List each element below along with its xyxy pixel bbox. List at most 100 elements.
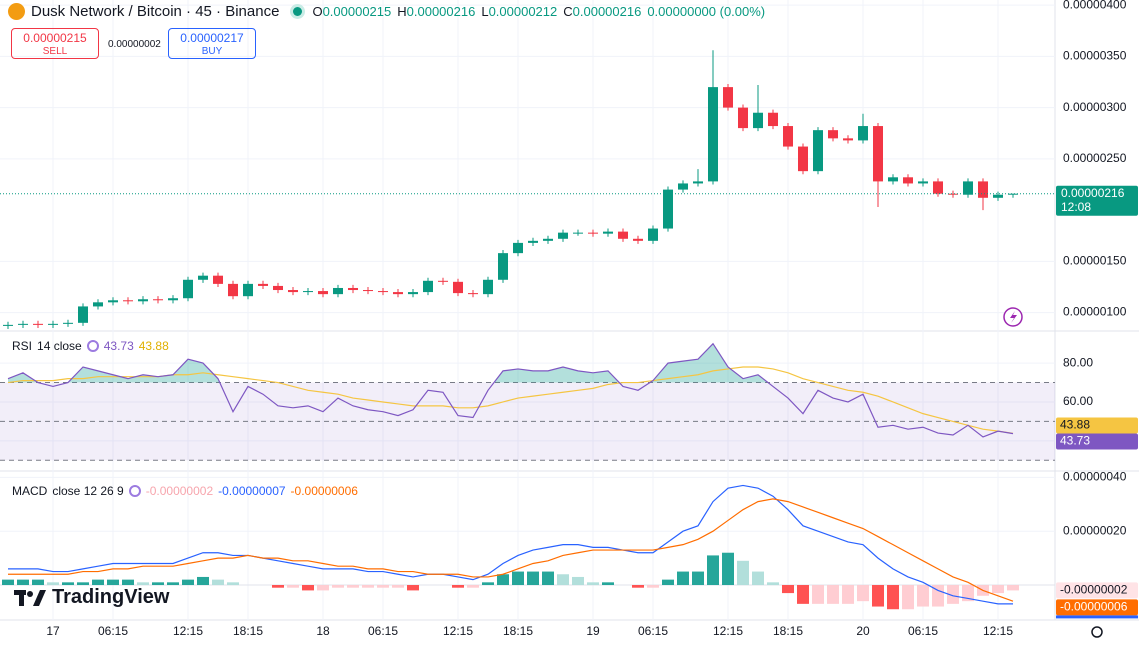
candle-body [858,126,868,141]
y-tick-label: 0.00000300 [1063,100,1127,114]
candle-body [198,275,208,280]
histogram-bar [467,585,479,588]
change: 0.00000000 (0.00%) [647,4,766,19]
brand-logo [14,589,46,606]
brand[interactable]: TradingView [14,586,169,609]
candle-body [468,293,478,295]
histogram-bar [122,579,134,586]
candle-body [138,299,148,302]
candle-body [288,290,298,293]
x-tick-label: 06:15 [908,624,938,638]
rsi-band [0,382,1055,461]
coin-icon [8,3,25,20]
candle-body [423,280,433,293]
histogram-bar [947,585,959,604]
candle-body [258,283,268,286]
x-tick-label: 19 [586,624,600,638]
candle-body [438,280,448,282]
candle-body [1008,193,1018,195]
x-tick-label: 06:15 [98,624,128,638]
histogram-bar [662,579,674,586]
histogram-bar [842,585,854,604]
histogram-bar [632,585,644,588]
histogram-bar [167,582,179,586]
rsi-legend: RSI 14 close 43.73 43.88 [12,339,169,353]
candle-body [993,194,1003,198]
x-tick-label: 12:15 [173,624,203,638]
candle-body [63,322,73,324]
histogram-badge: -0.00000002 [1060,583,1128,597]
y-tick-label: 0.00000400 [1063,0,1127,11]
histogram-bar [287,585,299,588]
x-tick-label: 06:15 [368,624,398,638]
histogram-bar [737,560,749,586]
candle-body [153,299,163,301]
candle-body [33,323,43,325]
candle-body [783,126,793,147]
buy-price: 0.00000217 [180,31,244,45]
histogram-bar [572,576,584,586]
candle-body [273,285,283,291]
histogram-bar [2,579,14,586]
histogram-bar [512,571,524,586]
histogram-bar [197,576,209,586]
market-status [293,7,303,16]
y-tick-label: 0.00000020 [1063,523,1127,537]
macd-title: MACD [12,484,48,498]
macd-badge-edge [1056,615,1138,619]
candle-body [753,112,763,129]
candle-body [453,281,463,294]
histogram-bar [77,582,89,586]
visibility-toggle[interactable] [128,485,141,497]
ohlc-value: 0.00000216 [572,4,642,19]
histogram-bar [332,585,344,588]
candle-body [183,279,193,299]
ohlc-key: C [563,4,573,19]
rsi-value: 43.73 [103,339,134,353]
candle-body [333,287,343,295]
candle-body [843,138,853,141]
candle-body [798,146,808,172]
candle-body [243,283,253,297]
rsi-inputs: 14 close [37,339,82,353]
rsi-title: RSI [12,339,33,353]
candle-body [213,275,223,284]
histogram-bar [707,555,719,586]
histogram-bar [677,571,689,586]
settings-icon[interactable] [1091,626,1103,638]
macd-line [8,498,1014,602]
candle-body [933,181,943,194]
overbought-fill [8,343,1013,383]
y-tick-label: 0.00000350 [1063,49,1127,63]
candle-body [528,240,538,243]
ohlc-key: O [312,4,323,19]
sell-button[interactable]: 0.00000215 SELL [11,28,99,59]
rsi-ma-badge: 43.88 [1060,418,1090,432]
alert-icon-bolt [1010,311,1017,323]
histogram-bar [1007,585,1019,591]
histogram-bar [47,582,59,586]
x-tick-label: 12:15 [713,624,743,638]
y-tick-label: 0.00000150 [1063,254,1127,268]
histogram-bar [887,585,899,610]
sell-label: SELL [42,46,68,57]
rsi-badge-bg [1056,433,1138,450]
histogram-bar [647,585,659,588]
y-tick-label: 0.00000040 [1063,470,1127,484]
x-tick-label: 06:15 [638,624,668,638]
histogram-bar [602,582,614,586]
candle-body [948,193,958,195]
ohlc-value: 0.00000215 [322,4,392,19]
visibility-toggle[interactable] [86,340,99,352]
sell-price: 0.00000215 [23,31,87,45]
candle-body [573,232,583,234]
histogram-bar [917,585,929,607]
histogram-value: -0.00000002 [145,484,214,498]
histogram-bar [827,585,839,604]
buy-button[interactable]: 0.00000217 BUY [168,28,256,59]
candle-body [363,290,373,292]
symbol-title[interactable]: Dusk Network / Bitcoin · 45 · Binance [31,3,280,20]
histogram-bar [857,585,869,602]
histogram-bar [272,585,284,588]
